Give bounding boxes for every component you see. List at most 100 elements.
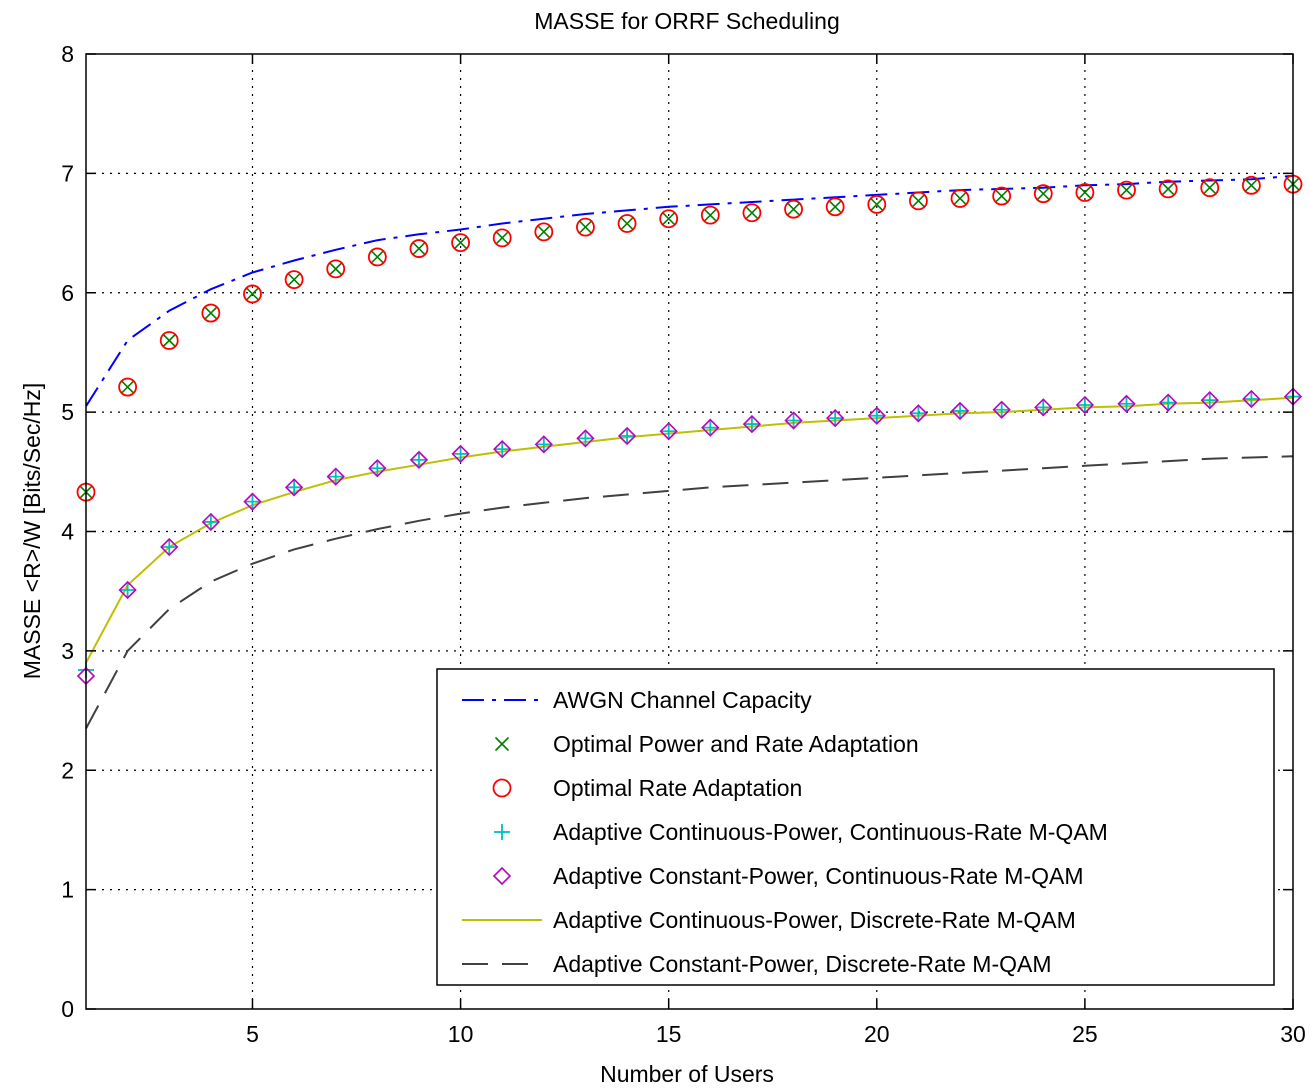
data-point-series-2 <box>784 199 803 219</box>
series-group <box>76 174 1303 729</box>
data-point-series-4 <box>284 478 304 497</box>
x-tick-label: 5 <box>246 1021 259 1047</box>
y-tick-label: 7 <box>61 160 74 186</box>
data-point-series-3 <box>743 416 760 433</box>
legend-entry-label: Optimal Rate Adaptation <box>553 775 802 801</box>
data-point-series-2 <box>617 214 637 233</box>
legend-box <box>436 668 1275 986</box>
data-point-series-3 <box>993 401 1010 418</box>
data-point-series-1 <box>1119 183 1134 198</box>
data-point-series-3 <box>1076 396 1093 413</box>
legend-swatch-marker <box>494 736 510 752</box>
x-tick-label: 30 <box>1280 1021 1306 1047</box>
data-point-series-2 <box>576 217 595 237</box>
data-point-series-2 <box>700 205 720 225</box>
data-point-series-4 <box>201 512 220 532</box>
data-point-series-3 <box>910 405 927 422</box>
y-tick-label: 3 <box>61 638 74 664</box>
grid-lines <box>86 54 1293 1009</box>
data-point-series-1 <box>703 208 718 223</box>
data-point-series-3 <box>244 493 261 510</box>
data-point-series-2 <box>492 228 512 248</box>
data-point-series-1 <box>744 205 759 220</box>
data-point-series-4 <box>1117 394 1136 413</box>
data-point-series-1 <box>578 220 593 235</box>
y-tick-label: 6 <box>61 280 74 306</box>
data-point-series-4 <box>659 422 678 441</box>
data-point-series-1 <box>370 249 385 265</box>
data-point-series-1 <box>536 224 551 239</box>
data-point-series-4 <box>1034 398 1053 417</box>
data-point-series-2 <box>367 247 387 267</box>
data-point-series-1 <box>869 197 884 212</box>
data-point-series-2 <box>992 186 1012 206</box>
data-point-series-3 <box>785 412 802 429</box>
series-line-5 <box>85 396 1294 664</box>
data-point-series-2 <box>201 303 221 323</box>
x-tick-label: 15 <box>656 1021 682 1047</box>
data-point-series-2 <box>659 209 679 229</box>
data-point-series-4 <box>160 537 179 557</box>
series-line-0 <box>85 174 1294 407</box>
legend-entry-label: Optimal Power and Rate Adaptation <box>553 731 919 757</box>
data-point-series-1 <box>994 188 1009 204</box>
data-point-series-1 <box>1244 178 1259 193</box>
data-point-series-4 <box>617 426 637 446</box>
data-point-series-1 <box>620 216 635 231</box>
data-point-series-1 <box>786 202 801 217</box>
data-point-series-3 <box>202 513 219 530</box>
y-tick-label: 5 <box>61 399 74 425</box>
data-point-series-4 <box>784 411 803 430</box>
data-point-series-2 <box>1117 180 1136 200</box>
data-point-series-2 <box>1075 183 1095 202</box>
data-point-series-3 <box>410 451 427 468</box>
legend-swatch-marker <box>492 866 512 886</box>
data-point-series-3 <box>1201 392 1218 409</box>
data-point-series-3 <box>327 468 344 485</box>
legend-swatch-marker <box>494 824 510 840</box>
data-point-series-4 <box>451 444 470 464</box>
data-point-series-4 <box>534 435 553 454</box>
legend-entry-label: Adaptive Constant-Power, Discrete-Rate M… <box>553 951 1052 977</box>
data-point-series-1 <box>287 272 302 287</box>
data-point-series-1 <box>1036 186 1051 201</box>
data-point-series-3 <box>577 430 594 447</box>
data-point-series-2 <box>326 259 346 279</box>
data-point-series-4 <box>992 400 1011 419</box>
legend: AWGN Channel Capacity Optimal Power and R… <box>436 668 1275 986</box>
data-point-series-3 <box>619 428 636 444</box>
data-point-series-4 <box>950 401 970 421</box>
data-point-series-4 <box>1200 391 1219 410</box>
data-point-series-3 <box>1243 390 1260 407</box>
data-point-series-4 <box>701 418 720 437</box>
data-point-series-2 <box>284 270 304 290</box>
data-point-series-3 <box>535 436 552 453</box>
data-point-series-1 <box>661 211 676 226</box>
data-point-series-3 <box>119 581 136 598</box>
data-point-series-4 <box>576 429 595 448</box>
data-point-series-1 <box>453 235 468 250</box>
y-tick-label: 4 <box>61 519 74 545</box>
data-point-series-4 <box>1242 389 1261 409</box>
data-point-series-2 <box>1200 178 1220 198</box>
data-point-series-3 <box>660 423 677 440</box>
data-point-series-1 <box>1202 180 1217 195</box>
data-point-series-2 <box>534 222 554 242</box>
data-point-series-3 <box>702 419 719 436</box>
data-point-series-2 <box>867 195 887 214</box>
y-tick-label: 1 <box>61 877 74 903</box>
legend-entry-label: Adaptive Continuous-Power, Discrete-Rate… <box>553 907 1076 933</box>
data-point-series-4 <box>118 580 137 600</box>
y-tick-label: 8 <box>61 41 74 67</box>
data-point-series-4 <box>409 450 429 470</box>
data-point-series-1 <box>245 286 260 302</box>
data-point-series-1 <box>328 261 343 276</box>
data-point-series-1 <box>911 193 926 208</box>
data-point-series-3 <box>952 402 969 419</box>
data-point-series-2 <box>825 197 845 217</box>
data-point-series-3 <box>494 441 511 458</box>
data-point-series-2 <box>950 189 970 208</box>
data-point-series-4 <box>493 439 512 459</box>
data-point-series-2 <box>409 239 429 258</box>
